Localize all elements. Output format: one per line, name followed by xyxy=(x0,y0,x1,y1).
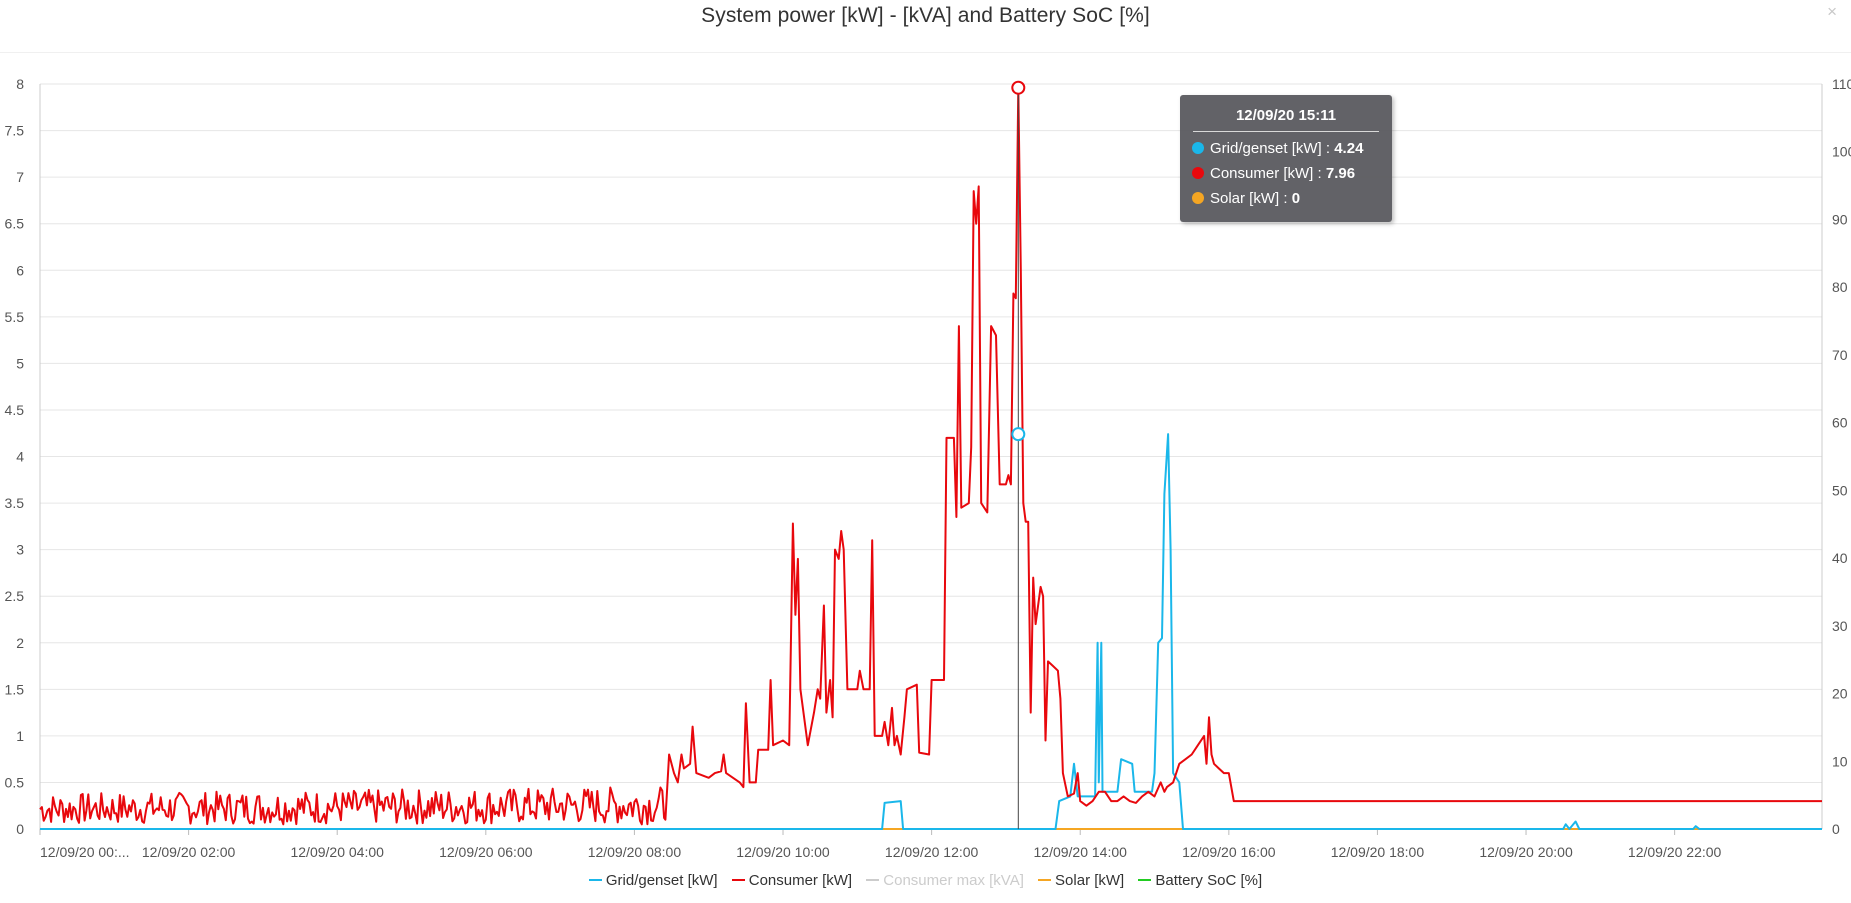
y-left-tick-label: 1 xyxy=(16,728,24,744)
tooltip-value: 0 xyxy=(1291,190,1301,207)
tooltip-label: Consumer [kW] xyxy=(1210,165,1314,182)
tooltip-value: 4.24 xyxy=(1334,140,1364,157)
y-left-tick-label: 0 xyxy=(16,821,24,837)
tooltip-value: 7.96 xyxy=(1325,165,1356,182)
y-left-tick-label: 0.5 xyxy=(5,774,25,790)
x-tick-label: 12/09/20 16:00 xyxy=(1182,844,1276,860)
y-left-tick-label: 7 xyxy=(16,169,24,185)
title-divider xyxy=(0,52,1851,53)
series-line-grid-genset-kw xyxy=(40,433,1822,830)
x-tick-label: 12/09/20 10:00 xyxy=(736,844,830,860)
legend-item-grid-genset[interactable]: Grid/genset [kW] xyxy=(588,872,718,889)
legend-swatch xyxy=(588,879,602,882)
y-right-tick-label: 30 xyxy=(1832,618,1848,634)
y-left-tick-label: 4 xyxy=(16,449,24,465)
y-left-tick-label: 7.5 xyxy=(5,123,25,139)
y-right-tick-label: 40 xyxy=(1832,550,1848,566)
legend-label: Consumer max [kVA] xyxy=(883,872,1024,889)
legend-label: Grid/genset [kW] xyxy=(605,872,718,889)
tooltip-dot-consumer xyxy=(1192,167,1204,180)
y-right-tick-label: 0 xyxy=(1832,821,1840,837)
y-left-tick-label: 3.5 xyxy=(5,495,25,511)
y-right-tick-label: 100 xyxy=(1832,144,1851,160)
legend-label: Consumer [kW] xyxy=(748,872,853,889)
x-tick-label: 12/09/20 18:00 xyxy=(1331,844,1425,860)
hover-marker-grid xyxy=(1011,427,1026,442)
series-line-consumer-kw xyxy=(39,86,1822,826)
chart-title: System power [kW] - [kVA] and Battery So… xyxy=(701,4,1150,27)
x-tick-label: 12/09/20 02:00 xyxy=(142,844,236,860)
tooltip-dot-grid xyxy=(1192,142,1204,155)
y-right-tick-label: 90 xyxy=(1832,211,1848,227)
legend-item-solar[interactable]: Solar [kW] xyxy=(1038,872,1124,889)
tooltip-row-consumer: Consumer [kW] : 7.96 xyxy=(1192,165,1392,182)
legend-item-battery-soc[interactable]: Battery SoC [%] xyxy=(1138,872,1262,889)
y-left-tick-label: 2 xyxy=(16,635,24,651)
x-tick-label: 12/09/20 14:00 xyxy=(1034,844,1128,860)
legend-label: Battery SoC [%] xyxy=(1155,872,1263,889)
x-tick-label: 12/09/20 12:00 xyxy=(885,844,979,860)
close-icon[interactable]: × xyxy=(1827,2,1837,21)
chart-tooltip: 12/09/20 15:11 Grid/genset [kW] : 4.24 C… xyxy=(1180,95,1392,222)
y-left-tick-label: 6 xyxy=(16,262,24,278)
legend-swatch xyxy=(866,879,880,882)
y-left-tick-label: 5 xyxy=(16,355,24,371)
legend-swatch xyxy=(1038,879,1052,882)
tooltip-time: 12/09/20 15:11 xyxy=(1193,95,1379,132)
x-tick-label: 12/09/20 20:00 xyxy=(1479,844,1573,860)
x-tick-label: 12/09/20 04:00 xyxy=(290,844,384,860)
y-right-tick-label: 110 xyxy=(1832,76,1851,92)
y-left-tick-label: 6.5 xyxy=(5,216,25,232)
legend-label: Solar [kW] xyxy=(1055,872,1125,889)
legend-swatch xyxy=(731,879,745,882)
y-right-tick-label: 70 xyxy=(1832,347,1848,363)
y-right-tick-label: 20 xyxy=(1832,686,1848,702)
x-tick-label: 12/09/20 06:00 xyxy=(439,844,533,860)
y-right-tick-label: 80 xyxy=(1832,279,1848,295)
y-left-tick-label: 1.5 xyxy=(5,681,25,697)
y-right-tick-label: 50 xyxy=(1832,482,1848,498)
tooltip-dot-solar xyxy=(1192,192,1204,205)
legend-item-consumer[interactable]: Consumer [kW] xyxy=(731,872,853,889)
chart-legend: Grid/genset [kW] Consumer [kW] Consumer … xyxy=(0,872,1851,889)
x-tick-label: 12/09/20 08:00 xyxy=(588,844,682,860)
x-tick-label: 12/09/20 22:00 xyxy=(1628,844,1722,860)
y-right-tick-label: 10 xyxy=(1832,753,1848,769)
y-right-tick-label: 60 xyxy=(1832,415,1848,431)
tooltip-label: Grid/genset [kW] xyxy=(1210,140,1322,157)
y-left-tick-label: 2.5 xyxy=(5,588,25,604)
tooltip-row-solar: Solar [kW] : 0 xyxy=(1192,190,1392,207)
y-left-tick-label: 8 xyxy=(16,76,24,92)
y-left-tick-label: 5.5 xyxy=(5,309,25,325)
legend-item-consumer-max[interactable]: Consumer max [kVA] xyxy=(866,872,1024,889)
y-left-tick-label: 3 xyxy=(16,542,24,558)
tooltip-label: Solar [kW] xyxy=(1210,190,1280,207)
hover-marker-consumer xyxy=(1011,80,1026,95)
legend-swatch xyxy=(1138,879,1152,882)
tooltip-row-grid: Grid/genset [kW] : 4.24 xyxy=(1192,140,1392,157)
x-tick-label: 12/09/20 00:... xyxy=(40,844,130,860)
y-left-tick-label: 4.5 xyxy=(5,402,25,418)
